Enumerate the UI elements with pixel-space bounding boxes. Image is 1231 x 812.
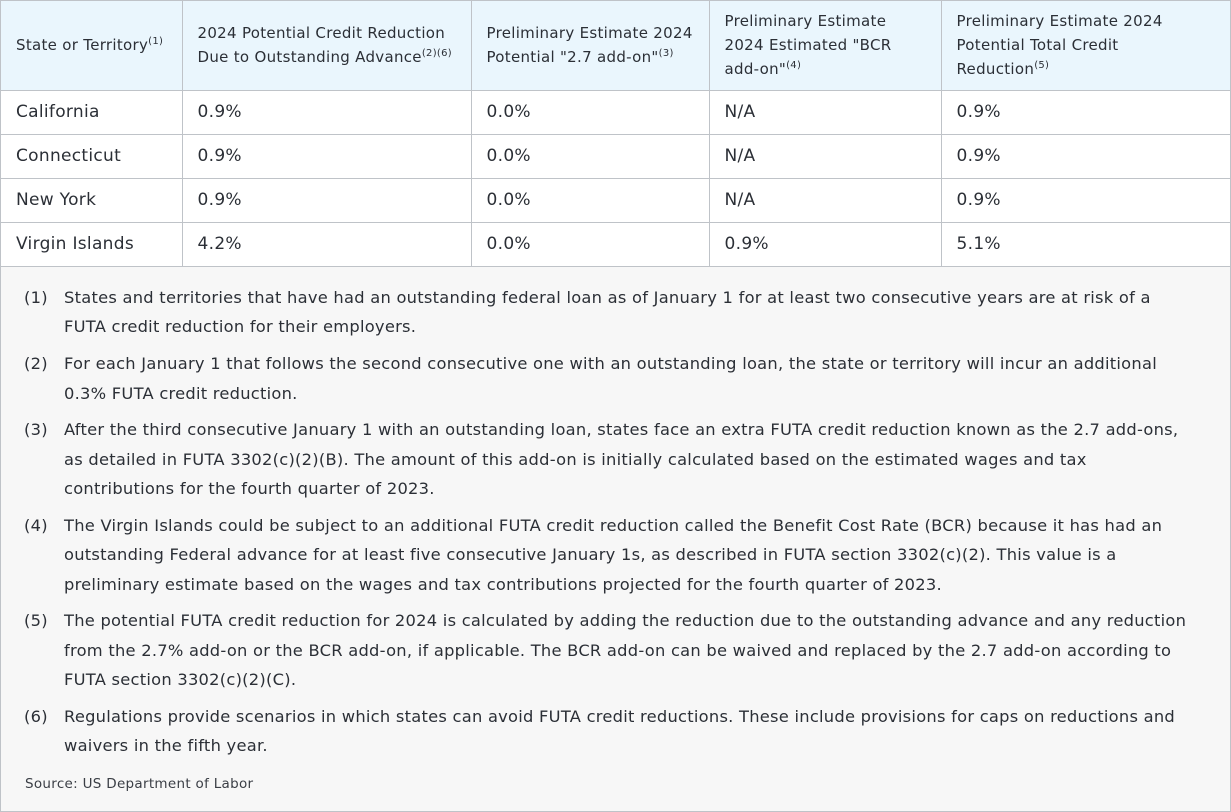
cell-total-reduction: 0.9% (941, 90, 1230, 135)
header-outstanding-advance-footnote: (2)(6) (421, 48, 452, 60)
cell-state: California (1, 90, 183, 135)
table-row: New York 0.9% 0.0% N/A 0.9% (1, 178, 1230, 223)
header-add-on-text: Preliminary Estimate 2024 Potential "2.7… (486, 24, 693, 67)
cell-total-reduction: 0.9% (941, 178, 1230, 223)
footnote-text: States and territories that have had an … (64, 288, 1151, 337)
footnote-text: After the third consecutive January 1 wi… (64, 420, 1179, 499)
cell-total-reduction: 0.9% (941, 134, 1230, 179)
footnote-text: For each January 1 that follows the seco… (64, 354, 1157, 403)
header-bcr-add-on: Preliminary Estimate 2024 Estimated "BCR… (709, 1, 942, 91)
footnote-item: (4) The Virgin Islands could be subject t… (24, 511, 1196, 599)
cell-outstanding-advance: 0.9% (182, 134, 472, 179)
header-outstanding-advance-text: 2024 Potential Credit Reduction Due to O… (197, 24, 446, 67)
cell-state: Virgin Islands (1, 222, 183, 267)
footnote-number: (5) (24, 611, 48, 631)
cell-bcr-add-on: N/A (709, 134, 942, 179)
cell-add-on: 0.0% (471, 178, 710, 223)
cell-bcr-add-on: 0.9% (709, 222, 942, 267)
cell-state: New York (1, 178, 183, 223)
footnote-item: (2) For each January 1 that follows the s… (24, 349, 1196, 408)
footnote-text: The potential FUTA credit reduction for … (64, 611, 1187, 690)
footnote-number: (2) (24, 354, 48, 374)
table-header-row: State or Territory(1) 2024 Potential Cre… (1, 1, 1230, 91)
cell-add-on: 0.0% (471, 222, 710, 267)
cell-add-on: 0.0% (471, 90, 710, 135)
header-bcr-add-on-text: Preliminary Estimate 2024 Estimated "BCR… (724, 12, 892, 79)
cell-state: Connecticut (1, 134, 183, 179)
cell-bcr-add-on: N/A (709, 178, 942, 223)
cell-outstanding-advance: 4.2% (182, 222, 472, 267)
header-total-reduction-text: Preliminary Estimate 2024 Potential Tota… (956, 12, 1163, 79)
cell-outstanding-advance: 0.9% (182, 90, 472, 135)
header-state-text: State or Territory (16, 36, 149, 55)
footnote-text: The Virgin Islands could be subject to a… (64, 515, 1163, 594)
header-outstanding-advance: 2024 Potential Credit Reduction Due to O… (182, 1, 472, 91)
footnote-item: (3) After the third consecutive January 1… (24, 415, 1196, 503)
header-state: State or Territory(1) (1, 1, 183, 91)
header-add-on-footnote: (3) (658, 48, 674, 60)
header-state-footnote: (1) (148, 36, 164, 48)
source-caption: Source: US Department of Labor (25, 776, 254, 792)
header-total-reduction: Preliminary Estimate 2024 Potential Tota… (941, 1, 1230, 91)
footnote-item: (5) The potential FUTA credit reduction f… (24, 606, 1196, 694)
table-row: Connecticut 0.9% 0.0% N/A 0.9% (1, 134, 1230, 179)
credit-reduction-table: State or Territory(1) 2024 Potential Cre… (1, 1, 1230, 267)
header-total-reduction-footnote: (5) (1034, 60, 1050, 72)
cell-outstanding-advance: 0.9% (182, 178, 472, 223)
footnote-number: (1) (24, 288, 48, 307)
footnote-number: (6) (24, 706, 48, 726)
footnote-number: (3) (24, 420, 48, 440)
header-add-on: Preliminary Estimate 2024 Potential "2.7… (471, 1, 710, 91)
footnote-item: (6) Regulations provide scenarios in whic… (24, 702, 1196, 761)
footnote-number: (4) (24, 515, 48, 535)
header-bcr-add-on-footnote: (4) (786, 60, 802, 72)
footnote-item: (1) States and territories that have had … (24, 283, 1196, 342)
cell-add-on: 0.0% (471, 134, 710, 179)
table-row: Virgin Islands 4.2% 0.0% 0.9% 5.1% (1, 222, 1230, 267)
cell-total-reduction: 5.1% (941, 222, 1230, 267)
table-row: California 0.9% 0.0% N/A 0.9% (1, 90, 1230, 135)
footnotes-list: (1) States and territories that have had … (24, 283, 1196, 768)
footnote-text: Regulations provide scenarios in which s… (64, 706, 1175, 756)
cell-bcr-add-on: N/A (709, 90, 942, 135)
